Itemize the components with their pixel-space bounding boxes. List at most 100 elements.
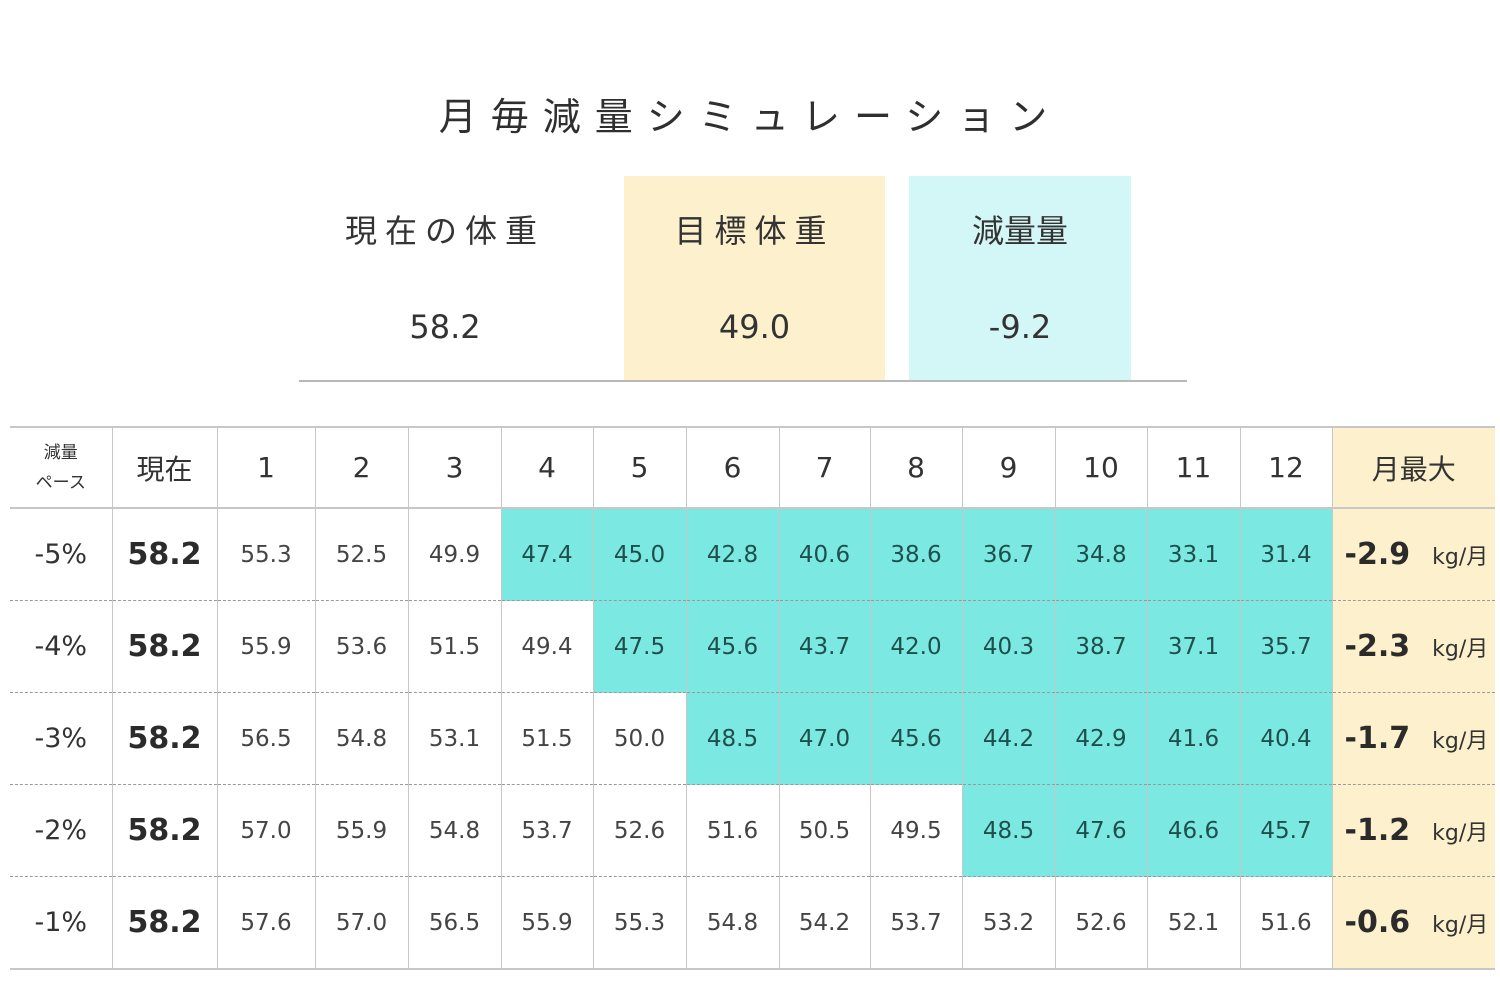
row-pace: -1% — [10, 876, 112, 970]
page-title: 月毎減量シミュレーション — [438, 95, 1062, 139]
month-weight-cell: 53.2 — [961, 876, 1055, 970]
month-weight-cell: 47.0 — [778, 692, 870, 785]
month-weight-cell: 47.5 — [592, 600, 686, 693]
monthly-max-value: -1.7 — [1344, 721, 1411, 756]
header-monthly-max: 月最大 — [1331, 426, 1495, 509]
month-weight-cell: 45.0 — [592, 508, 686, 601]
month-weight-cell: 34.8 — [1054, 508, 1147, 601]
row-monthly-max: -1.2 kg/月 — [1331, 784, 1495, 877]
header-month: 11 — [1146, 426, 1240, 509]
row-monthly-max: -1.7 kg/月 — [1331, 692, 1495, 785]
month-weight-cell: 52.6 — [1054, 876, 1147, 970]
row-pace: -2% — [10, 784, 112, 877]
table-row: -4% 58.2 55.9 53.6 51.5 49.4 47.5 45.6 43.7 42.0 4… — [10, 600, 1495, 693]
row-current-weight: 58.2 — [111, 784, 217, 877]
target-weight-panel: 目標体重 49.0 — [624, 176, 885, 380]
target-weight-value: 49.0 — [718, 308, 791, 346]
month-weight-cell: 54.8 — [314, 692, 408, 785]
month-weight-cell: 57.6 — [216, 876, 315, 970]
monthly-max-value: -1.2 — [1344, 813, 1411, 848]
row-current-weight: 58.2 — [111, 508, 217, 601]
month-weight-cell: 56.5 — [407, 876, 501, 970]
table-row: -5% 58.2 55.3 52.5 49.9 47.4 45.0 42.8 40.6 38.6 3… — [10, 508, 1495, 601]
month-weight-cell: 57.0 — [314, 876, 408, 970]
month-weight-cell: 46.6 — [1146, 784, 1240, 877]
header-month: 7 — [778, 426, 870, 509]
row-current-weight: 58.2 — [111, 876, 217, 970]
weight-loss-label: 減量量 — [971, 212, 1068, 250]
table-header-row: 減量 ペース 現在 1 2 3 4 5 6 7 8 9 10 11 12 月最大 — [10, 426, 1495, 509]
monthly-max-unit: kg/月 — [1432, 913, 1489, 938]
month-weight-cell: 45.6 — [685, 600, 779, 693]
header-month: 1 — [216, 426, 315, 509]
month-weight-cell: 47.6 — [1054, 784, 1147, 877]
monthly-max-unit: kg/月 — [1432, 729, 1489, 754]
month-weight-cell: 36.7 — [961, 508, 1055, 601]
monthly-max-value: -0.6 — [1344, 905, 1411, 940]
month-weight-cell: 56.5 — [216, 692, 315, 785]
month-weight-cell: 55.9 — [216, 600, 315, 693]
month-weight-cell: 52.6 — [592, 784, 686, 877]
month-weight-cell: 50.5 — [778, 784, 870, 877]
month-weight-cell: 49.5 — [869, 784, 962, 877]
table-row: -1% 58.2 57.6 57.0 56.5 55.9 55.3 54.8 54.2 53.7 5… — [10, 876, 1495, 970]
row-pace: -5% — [10, 508, 112, 601]
month-weight-cell: 41.6 — [1146, 692, 1240, 785]
row-monthly-max: -2.3 kg/月 — [1331, 600, 1495, 693]
header-month: 12 — [1239, 426, 1332, 509]
month-weight-cell: 50.0 — [592, 692, 686, 785]
month-weight-cell: 45.7 — [1239, 784, 1332, 877]
monthly-max-unit: kg/月 — [1432, 545, 1489, 570]
month-weight-cell: 38.7 — [1054, 600, 1147, 693]
monthly-max-unit: kg/月 — [1432, 821, 1489, 846]
month-weight-cell: 53.6 — [314, 600, 408, 693]
month-weight-cell: 47.4 — [500, 508, 593, 601]
month-weight-cell: 54.8 — [407, 784, 501, 877]
month-weight-cell: 55.3 — [592, 876, 686, 970]
month-weight-cell: 55.9 — [500, 876, 593, 970]
simulation-table: 減量 ペース 現在 1 2 3 4 5 6 7 8 9 10 11 12 月最大… — [10, 426, 1495, 970]
month-weight-cell: 49.4 — [500, 600, 593, 693]
month-weight-cell: 43.7 — [778, 600, 870, 693]
month-weight-cell: 49.9 — [407, 508, 501, 601]
header-pace-line1: 減量 — [43, 442, 78, 463]
row-pace: -4% — [10, 600, 112, 693]
month-weight-cell: 48.5 — [961, 784, 1055, 877]
monthly-max-value: -2.3 — [1344, 629, 1411, 664]
month-weight-cell: 51.6 — [1239, 876, 1332, 970]
month-weight-cell: 44.2 — [961, 692, 1055, 785]
weight-loss-panel: 減量量 -9.2 — [909, 176, 1131, 380]
month-weight-cell: 42.9 — [1054, 692, 1147, 785]
month-weight-cell: 53.7 — [500, 784, 593, 877]
month-weight-cell: 55.9 — [314, 784, 408, 877]
month-weight-cell: 35.7 — [1239, 600, 1332, 693]
month-weight-cell: 42.0 — [869, 600, 962, 693]
month-weight-cell: 37.1 — [1146, 600, 1240, 693]
month-weight-cell: 57.0 — [216, 784, 315, 877]
row-current-weight: 58.2 — [111, 600, 217, 693]
month-weight-cell: 52.5 — [314, 508, 408, 601]
month-weight-cell: 55.3 — [216, 508, 315, 601]
month-weight-cell: 42.8 — [685, 508, 779, 601]
month-weight-cell: 54.8 — [685, 876, 779, 970]
month-weight-cell: 51.5 — [407, 600, 501, 693]
row-monthly-max: -0.6 kg/月 — [1331, 876, 1495, 970]
header-month: 5 — [592, 426, 686, 509]
header-pace-line2: ペース — [35, 472, 86, 493]
month-weight-cell: 38.6 — [869, 508, 962, 601]
month-weight-cell: 33.1 — [1146, 508, 1240, 601]
month-weight-cell: 48.5 — [685, 692, 779, 785]
monthly-max-unit: kg/月 — [1432, 637, 1489, 662]
month-weight-cell: 54.2 — [778, 876, 870, 970]
row-pace: -3% — [10, 692, 112, 785]
header-month: 2 — [314, 426, 408, 509]
header-month: 9 — [961, 426, 1055, 509]
month-weight-cell: 40.4 — [1239, 692, 1332, 785]
table-row: -3% 58.2 56.5 54.8 53.1 51.5 50.0 48.5 47.0 45.6 4… — [10, 692, 1495, 785]
header-pace: 減量 ペース — [10, 426, 112, 509]
header-month: 4 — [500, 426, 593, 509]
month-weight-cell: 31.4 — [1239, 508, 1332, 601]
month-weight-cell: 51.6 — [685, 784, 779, 877]
current-weight-label: 現在の体重 — [344, 212, 545, 250]
month-weight-cell: 51.5 — [500, 692, 593, 785]
